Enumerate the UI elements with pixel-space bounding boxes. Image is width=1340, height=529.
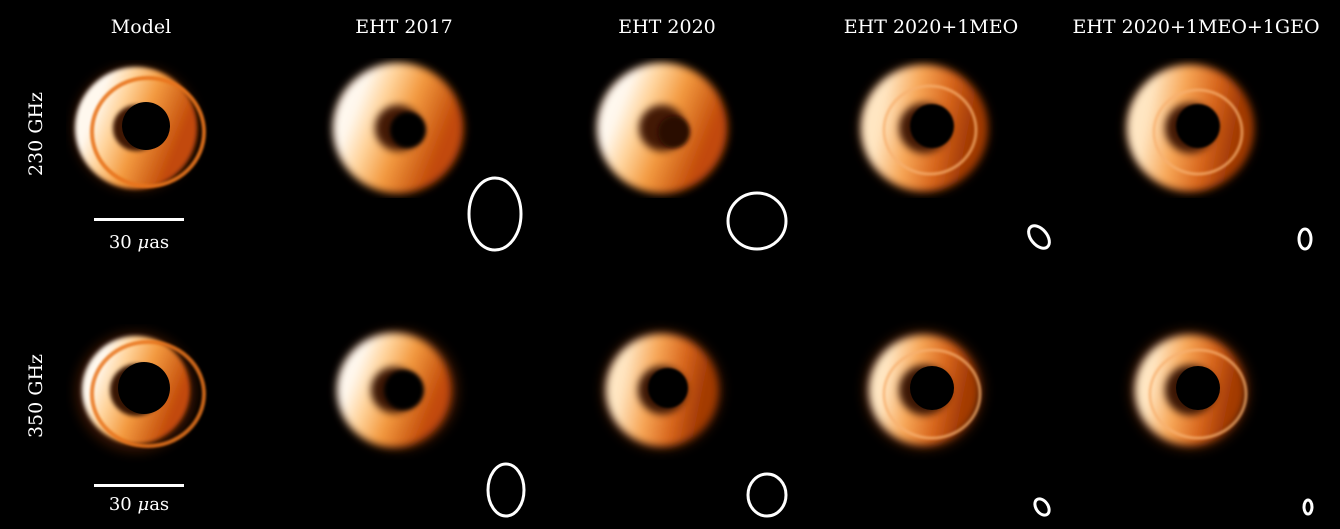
beam-ellipse-eht2020-meo-350ghz (1033, 497, 1051, 517)
column-title-eht2020-meo-geo: EHT 2020+1MEO+1GEO (1072, 16, 1320, 38)
scale-bar-230ghz (94, 218, 184, 221)
beam-ellipse-eht2020-meo-geo-230ghz (1297, 227, 1313, 251)
column-title-eht2020: EHT 2020 (618, 16, 716, 38)
image-eht2017-230ghz (333, 63, 463, 193)
column-title-eht2020-meo: EHT 2020+1MEO (843, 16, 1019, 38)
column-title-eht2017: EHT 2017 (355, 16, 453, 38)
image-eht2020-meo-geo-230ghz (1126, 64, 1254, 192)
scale-bar-350ghz (94, 484, 184, 487)
image-eht2020-230ghz (597, 63, 727, 193)
scale-label-350ghz: 30 μas (108, 494, 170, 515)
row-label-230ghz: 230 GHz (25, 91, 47, 177)
beam-ellipse-eht2020-meo-230ghz (1027, 224, 1051, 250)
image-model-230ghz (74, 66, 206, 190)
beam-ellipse-eht2020-230ghz (726, 191, 788, 251)
column-title-model: Model (110, 16, 172, 38)
image-eht2017-350ghz (337, 330, 458, 450)
beam-ellipse-eht2017-230ghz (467, 176, 523, 252)
scale-label-230ghz: 30 μas (108, 232, 170, 253)
row-label-350ghz: 350 GHz (25, 353, 47, 439)
beam-ellipse-eht2020-meo-geo-350ghz (1302, 498, 1314, 516)
image-eht2020-meo-geo-350ghz (1130, 330, 1250, 450)
image-eht2020-350ghz (602, 330, 722, 450)
beam-ellipse-eht2017-350ghz (486, 462, 526, 518)
beam-ellipse-eht2020-350ghz (746, 472, 788, 518)
image-model-350ghz (76, 332, 206, 452)
image-eht2020-meo-230ghz (860, 64, 988, 192)
image-eht2020-meo-350ghz (864, 330, 984, 450)
